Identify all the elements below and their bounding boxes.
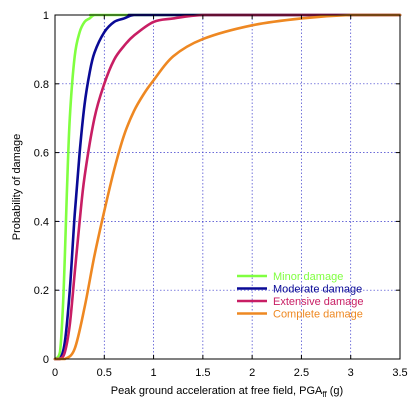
x-axis-label-main: Peak ground acceleration at free field, … bbox=[111, 385, 323, 397]
legend-label-minor-damage: Minor damage bbox=[273, 271, 343, 283]
legend-label-extensive-damage: Extensive damage bbox=[273, 296, 364, 308]
x-tick-label: 3.5 bbox=[392, 367, 407, 379]
x-tick-label: 3 bbox=[348, 367, 354, 379]
y-tick-label: 0.6 bbox=[34, 148, 49, 160]
y-tick-label: 0.4 bbox=[34, 216, 49, 228]
x-axis-label-subscript: ff bbox=[322, 390, 327, 399]
x-tick-label: 1 bbox=[151, 367, 157, 379]
y-tick-label: 0.2 bbox=[34, 285, 49, 297]
x-tick-label: 0.5 bbox=[97, 367, 112, 379]
y-tick-label: 1 bbox=[43, 10, 49, 22]
y-tick-label: 0 bbox=[43, 354, 49, 366]
legend-label-complete-damage: Complete damage bbox=[273, 309, 363, 321]
y-axis-label: Probability of damage bbox=[11, 134, 23, 240]
series-line-complete-damage bbox=[53, 13, 402, 361]
x-axis-label-suffix: (g) bbox=[327, 385, 344, 397]
ticks: 0 0.5 1 1.5 2 2.5 3 3.5 0 0.2 0.4 0.6 0.8 1 bbox=[34, 10, 408, 379]
x-tick-label: 2.5 bbox=[294, 367, 309, 379]
plot-frame bbox=[54, 14, 401, 360]
y-tick-label: 0.8 bbox=[34, 79, 49, 91]
plot-area bbox=[55, 15, 400, 359]
x-axis-label: Peak ground acceleration at free field, … bbox=[111, 385, 343, 399]
legend-label-moderate-damage: Moderate damage bbox=[273, 284, 362, 296]
x-tick-label: 2 bbox=[249, 367, 255, 379]
x-tick-label: 1.5 bbox=[195, 367, 210, 379]
x-tick-label: 0 bbox=[52, 367, 58, 379]
grid bbox=[55, 15, 400, 359]
